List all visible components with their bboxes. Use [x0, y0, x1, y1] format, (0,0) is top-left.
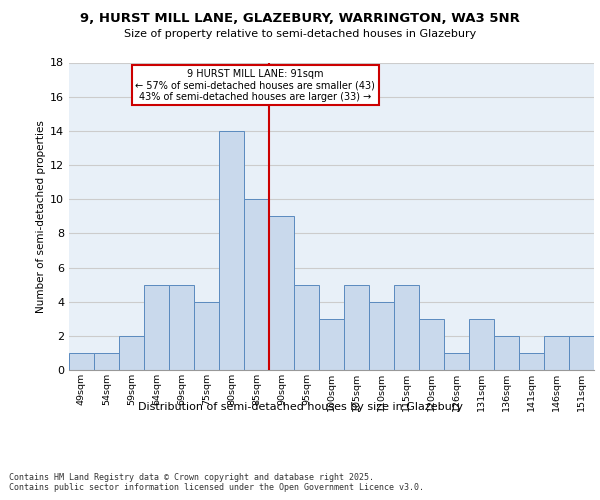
- Y-axis label: Number of semi-detached properties: Number of semi-detached properties: [36, 120, 46, 312]
- Bar: [469, 319, 494, 370]
- Text: Distribution of semi-detached houses by size in Glazebury: Distribution of semi-detached houses by …: [137, 402, 463, 412]
- Bar: [194, 302, 219, 370]
- Bar: [69, 353, 94, 370]
- Text: Contains HM Land Registry data © Crown copyright and database right 2025.
Contai: Contains HM Land Registry data © Crown c…: [9, 472, 424, 492]
- Bar: [344, 284, 369, 370]
- Bar: [219, 131, 244, 370]
- Bar: [119, 336, 144, 370]
- Bar: [394, 284, 419, 370]
- Bar: [494, 336, 519, 370]
- Bar: [444, 353, 469, 370]
- Bar: [544, 336, 569, 370]
- Bar: [419, 319, 444, 370]
- Text: Size of property relative to semi-detached houses in Glazebury: Size of property relative to semi-detach…: [124, 29, 476, 39]
- Bar: [369, 302, 394, 370]
- Bar: [294, 284, 319, 370]
- Bar: [519, 353, 544, 370]
- Bar: [244, 199, 269, 370]
- Bar: [269, 216, 294, 370]
- Bar: [144, 284, 169, 370]
- Bar: [169, 284, 194, 370]
- Text: 9, HURST MILL LANE, GLAZEBURY, WARRINGTON, WA3 5NR: 9, HURST MILL LANE, GLAZEBURY, WARRINGTO…: [80, 12, 520, 25]
- Bar: [569, 336, 594, 370]
- Bar: [94, 353, 119, 370]
- Text: 9 HURST MILL LANE: 91sqm
← 57% of semi-detached houses are smaller (43)
43% of s: 9 HURST MILL LANE: 91sqm ← 57% of semi-d…: [136, 68, 376, 102]
- Bar: [319, 319, 344, 370]
